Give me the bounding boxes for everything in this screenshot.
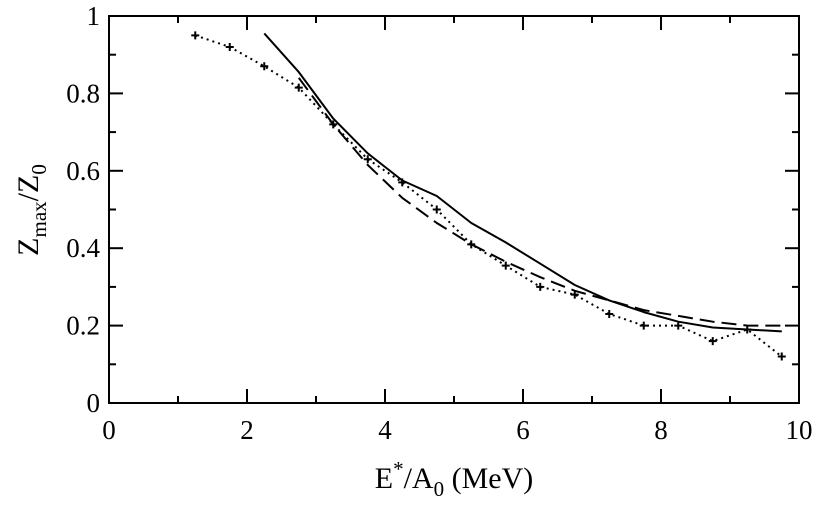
y-tick-label: 0.4: [66, 233, 100, 263]
y-tick-label: 0.8: [66, 78, 100, 108]
x-tick-label: 2: [240, 415, 254, 445]
y-tick-label: 0: [87, 388, 101, 418]
data-point-plus-marker: [294, 83, 303, 92]
series-solid-line: [263, 32, 782, 333]
y-tick-label: 0.2: [66, 311, 100, 341]
data-point-plus-marker: [432, 205, 441, 214]
x-tick-label: 6: [516, 415, 530, 445]
data-point-plus-marker: [225, 42, 234, 51]
x-tick-label: 8: [654, 415, 668, 445]
data-point-plus-marker: [605, 309, 614, 318]
data-point-plus-marker: [363, 155, 372, 164]
x-axis-label: E*/A0 (MeV): [375, 457, 533, 501]
y-axis-ticks: 0 0.2 0.4 0.6 0.8 1: [66, 1, 799, 418]
series-layer: [191, 31, 786, 361]
y-axis-label: Zmax/Z0: [12, 164, 51, 256]
data-point-plus-marker: [260, 62, 269, 71]
data-point-plus-marker: [639, 321, 648, 330]
x-tick-label: 0: [102, 415, 116, 445]
data-point-plus-marker: [570, 290, 579, 299]
data-point-plus-marker: [777, 352, 786, 361]
y-tick-label: 0.6: [66, 156, 100, 186]
data-point-plus-marker: [743, 325, 752, 334]
x-tick-label: 4: [378, 415, 392, 445]
x-tick-label: 10: [786, 415, 813, 445]
data-point-plus-marker: [674, 321, 683, 330]
series-dashed-line: [297, 77, 782, 327]
data-point-plus-marker: [501, 261, 510, 270]
series-dotted-line: [194, 34, 783, 358]
data-point-plus-marker: [536, 282, 545, 291]
data-point-plus-marker: [398, 178, 407, 187]
x-axis-ticks: 0 2 4 6 8 10: [102, 16, 813, 445]
data-point-plus-marker: [191, 31, 200, 40]
y-tick-label: 1: [87, 1, 101, 31]
data-point-plus-marker: [467, 240, 476, 249]
data-point-plus-marker: [329, 120, 338, 129]
data-point-plus-marker: [708, 337, 717, 346]
